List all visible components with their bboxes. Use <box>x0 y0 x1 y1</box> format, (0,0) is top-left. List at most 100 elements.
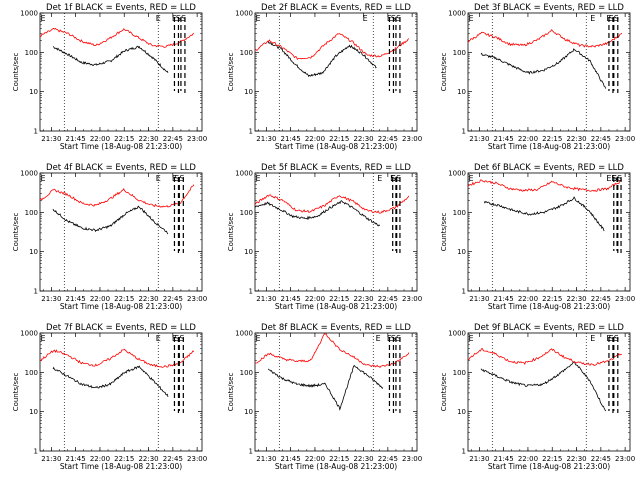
x-axis-label: Start Time (18-Aug-08 21:23:00) <box>488 302 610 311</box>
event-marker-label: E <box>255 174 260 183</box>
x-tick-label: 21:30 <box>256 455 276 463</box>
x-tick-label: 21:30 <box>469 455 489 463</box>
event-marker-label: SS <box>609 334 619 343</box>
x-tick-label: 21:45 <box>281 135 301 143</box>
event-marker-label: SS <box>609 14 619 23</box>
event-marker-label: E <box>40 174 45 183</box>
event-marker-label: SS <box>391 174 401 183</box>
series-line <box>267 364 384 411</box>
y-axis-label: Counts/sec <box>227 213 235 252</box>
y-tick-label: 10 <box>244 88 253 96</box>
x-tick-label: 22:30 <box>353 455 373 463</box>
event-marker-label: E <box>376 334 381 343</box>
x-tick-label: 23:00 <box>402 135 422 143</box>
x-tick-label: 22:15 <box>329 295 349 303</box>
x-tick-label: 23:00 <box>615 135 635 143</box>
x-tick-label: 22:45 <box>591 295 611 303</box>
series-line <box>40 348 195 368</box>
x-tick-label: 22:00 <box>518 295 538 303</box>
series-line <box>267 41 377 78</box>
y-tick-label: 1 <box>249 448 253 456</box>
y-tick-label: 10 <box>457 408 466 416</box>
event-marker-label: E <box>156 14 161 23</box>
y-tick-label: 100 <box>240 49 253 57</box>
event-marker-label: E <box>468 14 473 23</box>
event-marker-label: E <box>377 174 382 183</box>
series-line <box>254 194 410 214</box>
x-tick-label: 22:15 <box>329 455 349 463</box>
x-tick-label: 21:30 <box>41 295 61 303</box>
event-marker-label: SS <box>391 334 401 343</box>
y-tick-label: 1 <box>249 288 253 296</box>
y-tick-label: 1000 <box>20 10 38 18</box>
event-marker-label: SS <box>174 174 184 183</box>
detector-panel-4: Det 4f BLACK = Events, RED = LLD 1 10 100 10… <box>12 163 207 311</box>
y-axis-label: Counts/sec <box>227 373 235 412</box>
detector-panel-8: Det 8f BLACK = Events, RED = LLD 1 10 100 10… <box>227 323 422 471</box>
x-axis-label: Start Time (18-Aug-08 21:23:00) <box>275 142 397 151</box>
series-line <box>39 184 195 208</box>
x-tick-label: 22:45 <box>591 455 611 463</box>
x-tick-label: 21:45 <box>494 135 514 143</box>
y-tick-label: 10 <box>457 248 466 256</box>
series-line <box>52 205 169 235</box>
event-marker-label: E <box>172 14 177 23</box>
event-marker-label: E <box>172 334 177 343</box>
event-marker-label: E <box>590 334 595 343</box>
series-line <box>254 33 410 60</box>
event-marker-label: E <box>255 334 260 343</box>
series-line <box>467 179 623 192</box>
plot-frame <box>254 172 418 292</box>
y-tick-label: 1000 <box>20 170 38 178</box>
y-tick-label: 100 <box>453 369 466 377</box>
x-tick-label: 21:30 <box>469 135 489 143</box>
y-tick-label: 1000 <box>20 330 38 338</box>
event-marker-label: E <box>606 334 611 343</box>
panel-title: Det 3f BLACK = Events, RED = LLD <box>474 3 624 13</box>
event-marker-label: SS <box>612 174 622 183</box>
x-tick-label: 21:45 <box>281 295 301 303</box>
panel-title: Det 2f BLACK = Events, RED = LLD <box>261 3 411 13</box>
y-tick-label: 100 <box>453 209 466 217</box>
x-tick-label: 23:00 <box>402 295 422 303</box>
x-tick-label: 23:00 <box>402 455 422 463</box>
event-marker-label: E <box>590 14 595 23</box>
x-tick-label: 23:00 <box>615 455 635 463</box>
x-tick-label: 21:30 <box>256 135 276 143</box>
panel-title: Det 4f BLACK = Events, RED = LLD <box>46 163 196 173</box>
panel-title: Det 1f BLACK = Events, RED = LLD <box>46 3 196 13</box>
x-tick-label: 22:45 <box>163 135 183 143</box>
x-tick-label: 21:45 <box>66 135 86 143</box>
x-tick-label: 22:15 <box>114 455 134 463</box>
event-marker-label: E <box>40 14 45 23</box>
x-tick-label: 23:00 <box>187 135 207 143</box>
event-marker-label: E <box>40 334 45 343</box>
y-tick-label: 10 <box>244 408 253 416</box>
y-tick-label: 100 <box>25 49 38 57</box>
event-marker-label: E <box>156 174 161 183</box>
y-tick-label: 100 <box>240 209 253 217</box>
y-tick-label: 1 <box>34 448 38 456</box>
x-tick-label: 22:30 <box>566 455 586 463</box>
detector-panel-3: Det 3f BLACK = Events, RED = LLD 1 10 100 10… <box>440 3 635 151</box>
x-axis-label: Start Time (18-Aug-08 21:23:00) <box>488 462 610 471</box>
series-line <box>467 348 623 366</box>
x-tick-label: 22:30 <box>138 455 158 463</box>
y-axis-label: Counts/sec <box>440 53 448 92</box>
plot-frame <box>467 172 631 292</box>
panel-title: Det 6f BLACK = Events, RED = LLD <box>474 163 624 173</box>
y-axis-label: Counts/sec <box>440 213 448 252</box>
x-tick-label: 21:30 <box>256 295 276 303</box>
x-tick-label: 22:00 <box>90 455 110 463</box>
y-tick-label: 10 <box>244 248 253 256</box>
x-tick-label: 22:30 <box>566 295 586 303</box>
x-tick-label: 22:15 <box>329 135 349 143</box>
y-axis-label: Counts/sec <box>12 373 20 412</box>
y-tick-label: 1 <box>462 288 466 296</box>
event-marker-label: E <box>468 174 473 183</box>
x-tick-label: 21:45 <box>281 455 301 463</box>
y-tick-label: 1 <box>34 128 38 136</box>
y-tick-label: 1 <box>462 448 466 456</box>
series-line <box>483 196 605 232</box>
